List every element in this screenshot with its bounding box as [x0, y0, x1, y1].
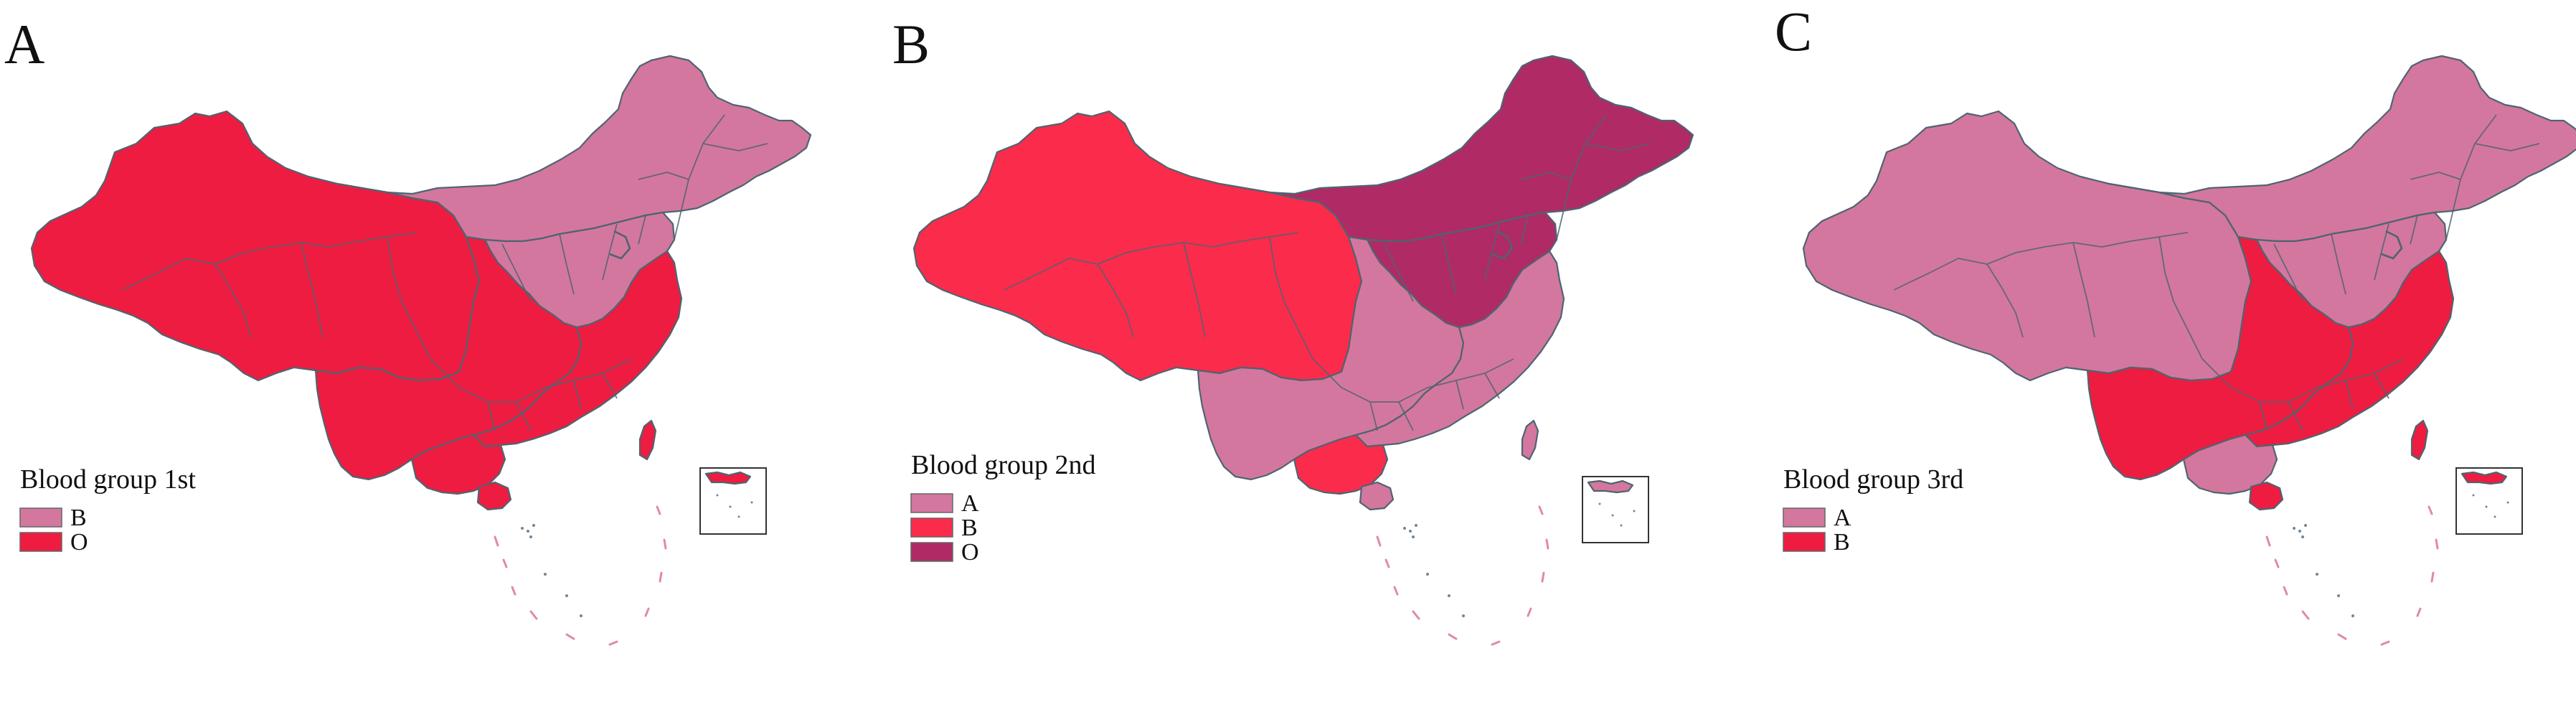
map-region-south-east	[2244, 250, 2455, 448]
map-region-south-east	[472, 250, 683, 448]
inset-map	[2455, 467, 2523, 535]
south-sea-islands	[494, 505, 667, 646]
legend-label: B	[70, 505, 87, 531]
legend-items: AB	[1783, 505, 1851, 556]
china-map	[912, 55, 1694, 511]
legend-item: A	[1783, 505, 1851, 531]
legend-swatch	[1783, 532, 1826, 552]
map-region-northwest	[912, 110, 1363, 382]
south-sea-islands	[2265, 505, 2439, 646]
panel-c: C	[1775, 0, 2576, 646]
legend-title: Blood group 1st	[20, 464, 196, 495]
legend-title: Blood group 2nd	[911, 450, 1096, 480]
bohai-coast	[1491, 230, 1514, 260]
china-map	[30, 55, 812, 511]
legend: Blood group 2nd ABO	[910, 450, 1096, 566]
legend-swatch	[910, 518, 953, 538]
map-region-guangxi	[2182, 434, 2278, 495]
panel-letter: B	[892, 13, 930, 75]
panel-b: B	[892, 13, 1694, 646]
legend-swatch	[910, 493, 953, 513]
province-lines	[1893, 114, 2540, 431]
legend-items: BO	[19, 505, 88, 556]
panel-letter: C	[1775, 0, 1812, 62]
map-region-guangxi	[1293, 434, 1389, 495]
province-lines	[1004, 114, 1651, 431]
bohai-coast	[609, 230, 631, 260]
legend-item: O	[910, 539, 979, 566]
inset-map	[1582, 476, 1649, 543]
province-lines	[121, 114, 768, 431]
map-region-northwest	[30, 110, 481, 382]
map-region-hainan	[2248, 481, 2284, 511]
map-region-northwest	[1802, 110, 2252, 382]
legend-label: B	[961, 515, 978, 541]
inset-fill	[1587, 479, 1634, 494]
legend-label: O	[70, 529, 88, 556]
map-region-taiwan	[2410, 419, 2429, 461]
legend-swatch	[19, 532, 62, 552]
legend-label: B	[1834, 529, 1850, 556]
map-region-hainan	[1359, 481, 1395, 511]
legend-items: ABO	[910, 490, 979, 566]
legend: Blood group 3rd AB	[1783, 464, 1963, 556]
south-sea-islands	[1376, 505, 1549, 646]
legend: Blood group 1st BO	[19, 464, 196, 556]
legend-item: B	[910, 515, 978, 541]
legend-swatch	[1783, 507, 1826, 528]
legend-label: O	[961, 539, 979, 566]
map-region-hainan	[476, 481, 512, 511]
legend-label: A	[961, 490, 979, 517]
map-region-taiwan	[638, 419, 657, 461]
legend-item: A	[910, 490, 979, 517]
legend-item: B	[19, 505, 87, 531]
inset-fill	[2461, 471, 2508, 485]
panel-letter: A	[4, 13, 44, 75]
legend-item: O	[19, 529, 88, 556]
bohai-coast	[2381, 230, 2403, 260]
china-map	[1802, 55, 2576, 511]
legend-label: A	[1834, 505, 1851, 531]
inset-fill	[704, 471, 752, 485]
legend-swatch	[19, 507, 62, 528]
inset-map	[699, 467, 767, 535]
legend-item: B	[1783, 529, 1850, 556]
map-region-south-east	[1354, 250, 1565, 448]
legend-swatch	[910, 542, 953, 562]
legend-title: Blood group 3rd	[1783, 464, 1963, 495]
panel-a: A	[4, 13, 812, 646]
map-region-guangxi	[410, 434, 506, 495]
map-region-taiwan	[1521, 419, 1539, 461]
